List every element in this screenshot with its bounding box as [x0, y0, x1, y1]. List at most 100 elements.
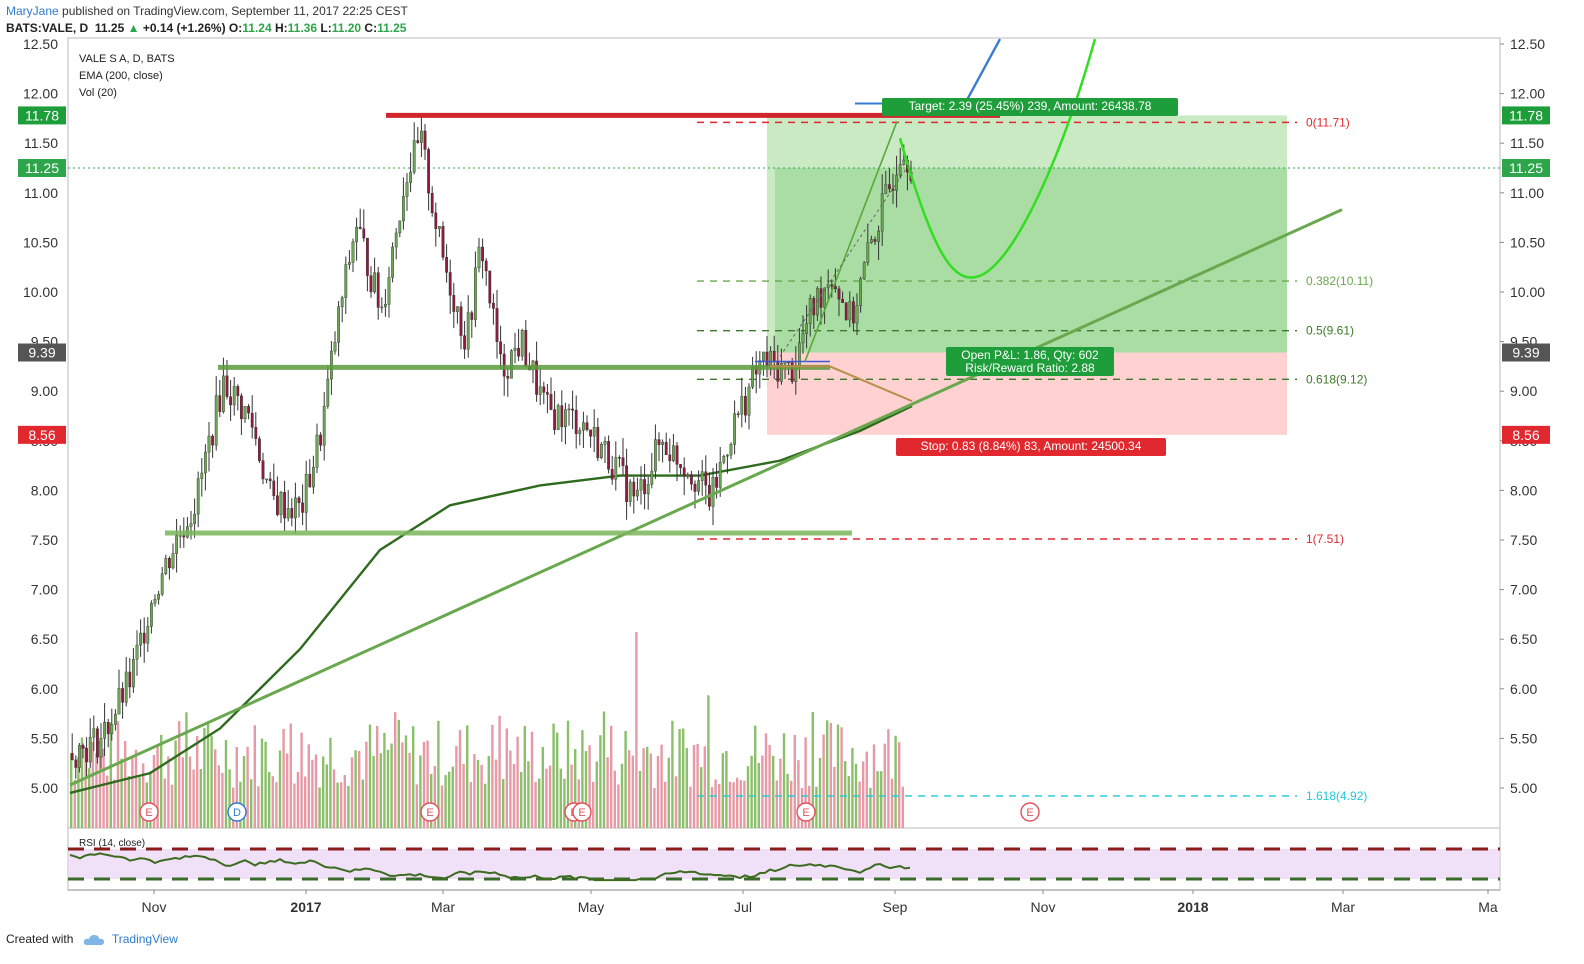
candle-body — [142, 632, 146, 644]
volume-bar — [340, 782, 343, 828]
x-tick-Sep: Sep — [883, 899, 908, 915]
volume-bar — [480, 764, 483, 828]
candle-body — [110, 724, 114, 735]
volume-bar — [898, 742, 901, 828]
candle-body — [477, 246, 481, 269]
volume-bar — [372, 755, 375, 828]
x-tick-May: May — [578, 899, 604, 915]
candle-body — [164, 558, 168, 574]
y-tick-7.00-right: 7.00 — [1510, 582, 1537, 598]
volume-bar — [775, 780, 778, 828]
volume-bar — [545, 768, 548, 828]
candle-body — [430, 192, 434, 214]
candle-body — [258, 438, 261, 461]
candle-body — [157, 593, 160, 600]
low-label: L: — [320, 21, 332, 35]
volume-bar — [530, 731, 534, 828]
volume-bar — [782, 733, 786, 828]
candle-body — [182, 535, 186, 538]
volume-bar — [667, 757, 670, 828]
candle-body — [232, 386, 236, 406]
candle-body — [592, 427, 596, 437]
volume-bar — [764, 733, 768, 828]
volume-bar — [682, 728, 685, 828]
price-change: +0.14 (+1.26%) — [142, 21, 226, 35]
volume-bar — [383, 732, 386, 828]
candle-body — [416, 140, 420, 143]
volume-bar — [721, 753, 724, 828]
volume-bar — [786, 773, 789, 828]
candle-body — [513, 347, 517, 351]
volume-bar — [836, 724, 840, 828]
candle-body — [402, 196, 405, 222]
volume-bar — [242, 756, 246, 828]
candle-body — [167, 558, 171, 569]
y-tick-10.50-right: 10.50 — [1510, 234, 1545, 250]
candle-body — [95, 728, 99, 758]
trend-line-support — [69, 208, 1343, 787]
candle-body — [322, 405, 326, 446]
y-tick-5.50-left: 5.50 — [31, 730, 58, 746]
volume-bar — [804, 737, 807, 828]
volume-bar — [174, 740, 177, 828]
volume-bar — [656, 755, 660, 828]
volume-bar — [840, 727, 843, 828]
y-tick-9.00-left: 9.00 — [31, 383, 58, 399]
event-marker-icon — [572, 802, 592, 822]
event-marker-E: E — [426, 807, 433, 819]
volume-bar — [142, 763, 145, 828]
candle-body — [369, 275, 373, 293]
volume-bar — [664, 781, 667, 828]
candle-body — [880, 193, 884, 232]
volume-bar — [192, 769, 195, 828]
volume-bar — [818, 757, 822, 828]
volume-bar — [120, 758, 123, 828]
candle-body — [376, 272, 380, 308]
open-pnl-zone — [775, 168, 1287, 353]
volume-bar — [253, 725, 256, 828]
x-tick-Jul: Jul — [734, 899, 752, 915]
candle-body — [718, 461, 722, 488]
candle-body — [686, 474, 690, 477]
volume-bar — [224, 739, 228, 828]
volume-bar — [307, 744, 310, 828]
volume-bar — [80, 737, 84, 828]
candle-body — [124, 671, 128, 703]
candle-body — [405, 182, 409, 197]
target-label-text: Target: 2.39 (25.45%) 239, Amount: 26438… — [909, 99, 1152, 113]
candle-body — [294, 497, 297, 519]
legend-rsi: RSI (14, close) — [79, 838, 146, 849]
volume-bar — [584, 751, 588, 828]
candle-body — [171, 553, 175, 569]
candle-body — [542, 386, 546, 393]
volume-bar — [401, 742, 404, 828]
candle-body — [506, 376, 510, 379]
price-badge-text-11.25: 11.25 — [25, 160, 59, 176]
candle-body — [895, 174, 899, 191]
candle-body — [441, 226, 445, 258]
candle-body — [279, 492, 283, 515]
candle-body — [610, 469, 614, 480]
candle-body — [362, 228, 366, 239]
candle-body — [722, 455, 726, 463]
volume-bar — [455, 746, 458, 828]
author-link[interactable]: MaryJane — [6, 4, 59, 18]
tradingview-link[interactable]: TradingView — [111, 932, 178, 946]
candle-body — [841, 298, 845, 303]
candle-body — [484, 260, 488, 272]
volume-bar — [538, 778, 541, 828]
candles — [70, 117, 913, 779]
candle-body — [636, 489, 639, 497]
volume-bar — [300, 732, 303, 828]
fib-label-0.382(10.11): 0.382(10.11) — [1306, 274, 1373, 288]
volume-bar — [221, 772, 224, 828]
candle-body — [535, 360, 539, 395]
price-badge-11.25 — [18, 159, 66, 177]
volume-bar — [293, 783, 296, 828]
tradingview-cloud-icon — [83, 934, 104, 945]
volume-bar — [437, 720, 440, 828]
volume-bar — [574, 749, 577, 828]
volume-bar — [163, 778, 166, 828]
candle-body — [423, 130, 427, 150]
